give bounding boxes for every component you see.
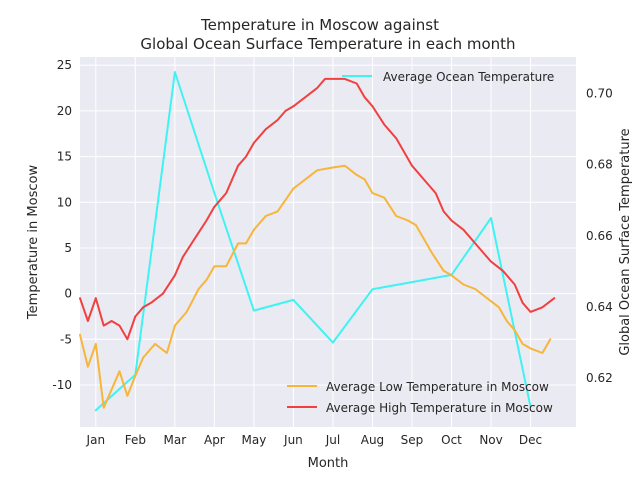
x-tick-label: Aug (361, 433, 384, 447)
x-tick-label: Sep (401, 433, 424, 447)
series-low-line (79, 164, 552, 409)
legend-label-low: Average Low Temperature in Moscow (326, 380, 549, 394)
y-right-tick-label: 0.66 (586, 229, 613, 243)
plot-background (80, 57, 576, 427)
x-tick-label: Nov (479, 433, 502, 447)
y-left-tick-label: 15 (57, 150, 72, 164)
y-left-tick-label: 25 (57, 58, 72, 72)
y-left-tick-label: 20 (57, 104, 72, 118)
x-tick-labels: Jan Feb Mar Apr May Jun Jul Aug Sep Oct Nov Dec (86, 433, 543, 447)
grid (80, 57, 576, 427)
x-tick-label: Dec (519, 433, 542, 447)
y-axis-label-right: Global Ocean Surface Temperature (618, 128, 633, 355)
legend-label-ocean: Average Ocean Temperature (383, 70, 554, 84)
y-left-tick-label: 0 (64, 287, 72, 301)
x-tick-label: Jan (86, 433, 106, 447)
x-tick-label: Jun (283, 433, 303, 447)
y-right-tick-label: 0.70 (586, 86, 613, 100)
chart-subtitle: Global Ocean Surface Temperature in each… (140, 35, 515, 53)
y-left-tick-label: 5 (64, 241, 72, 255)
right-tick-labels: 0.62 0.64 0.66 0.68 0.70 (586, 86, 613, 385)
legend-ocean: Average Ocean Temperature (342, 70, 554, 84)
y-right-tick-label: 0.64 (586, 300, 613, 314)
left-tick-labels: -10 -5 0 5 10 15 20 25 (52, 58, 72, 392)
x-axis-label: Month (308, 456, 349, 471)
y-left-tick-label: -5 (60, 332, 72, 346)
y-right-tick-label: 0.62 (586, 371, 613, 385)
series-high-line (79, 77, 556, 341)
y-left-tick-label: 10 (57, 195, 72, 209)
series-layer (79, 71, 556, 412)
x-tick-label: Jul (325, 433, 340, 447)
legend-label-high: Average High Temperature in Moscow (326, 401, 553, 415)
x-tick-label: Apr (204, 433, 225, 447)
x-tick-label: Mar (164, 433, 187, 447)
x-tick-label: Feb (125, 433, 146, 447)
y-axis-label-left: Temperature in Moscow (26, 165, 41, 321)
series-ocean-line (94, 71, 532, 412)
y-left-tick-label: -10 (52, 378, 72, 392)
y-right-tick-label: 0.68 (586, 158, 613, 172)
x-tick-label: May (241, 433, 266, 447)
legend-temperatures: Average Low Temperature in Moscow Averag… (287, 380, 553, 415)
chart-title: Temperature in Moscow against (200, 16, 439, 34)
x-tick-label: Oct (441, 433, 462, 447)
